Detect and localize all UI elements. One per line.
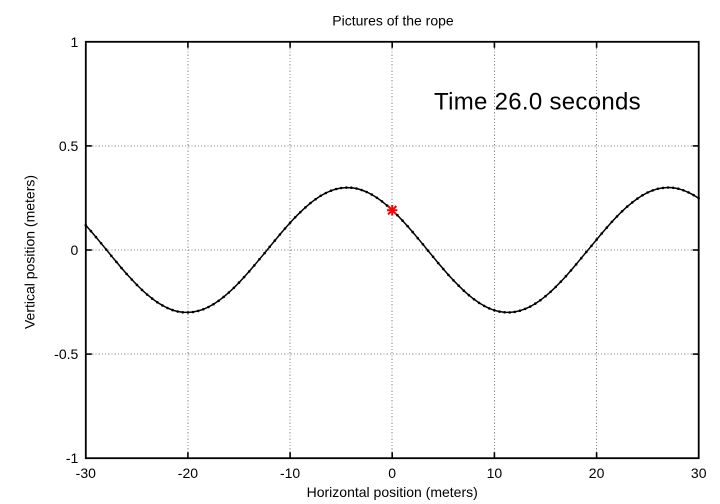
svg-text:Vertical position (meters): Vertical position (meters) [22,175,38,329]
svg-text:Pictures of the rope: Pictures of the rope [332,13,454,29]
svg-text:10: 10 [487,465,503,481]
svg-text:-30: -30 [76,465,96,481]
svg-text:-0.5: -0.5 [54,346,78,362]
svg-text:-1: -1 [66,450,79,466]
svg-text:0: 0 [388,465,396,481]
svg-text:30: 30 [691,465,707,481]
svg-text:-10: -10 [280,465,300,481]
svg-text:1: 1 [71,34,79,50]
svg-text:0: 0 [71,242,79,258]
svg-text:20: 20 [589,465,605,481]
svg-text:Horizontal position (meters): Horizontal position (meters) [307,484,478,500]
svg-text:0.5: 0.5 [59,138,79,154]
svg-text:Time 26.0 seconds: Time 26.0 seconds [434,89,641,116]
svg-text:-20: -20 [178,465,198,481]
